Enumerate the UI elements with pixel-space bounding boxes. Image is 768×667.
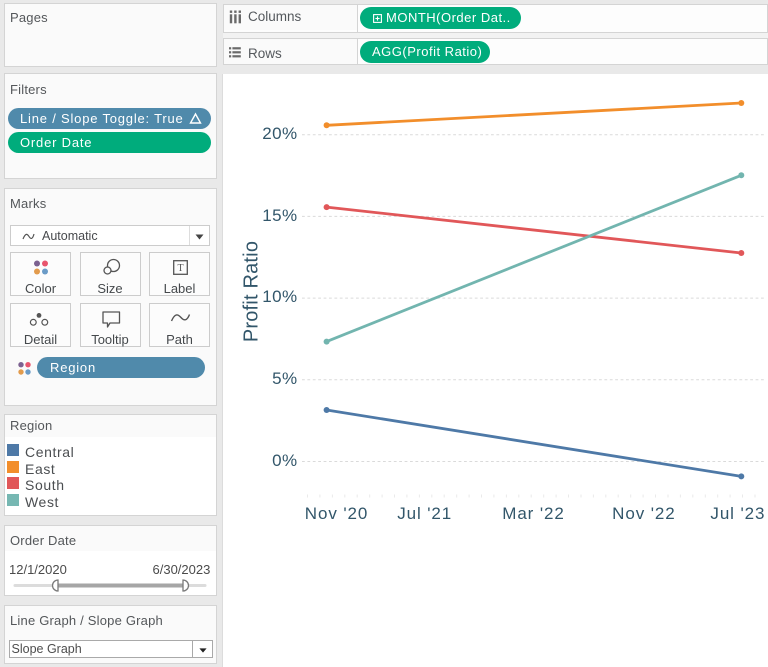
svg-text:T: T (177, 263, 183, 274)
